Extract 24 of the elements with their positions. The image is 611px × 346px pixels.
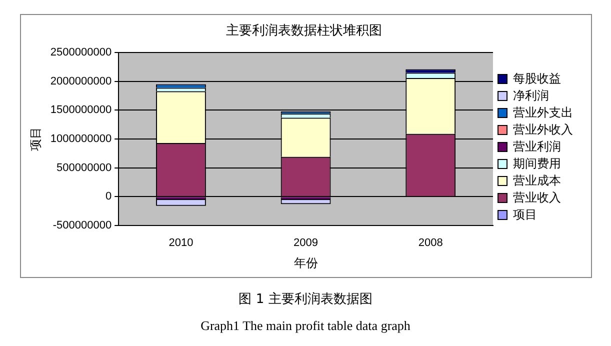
y-tick-label: 0 bbox=[105, 190, 112, 203]
legend-label: 营业外收入 bbox=[513, 122, 573, 136]
legend-label: 营业收入 bbox=[513, 190, 561, 204]
y-tick-label: 1500000000 bbox=[50, 104, 112, 116]
legend-label: 营业外支出 bbox=[513, 105, 573, 120]
y-tick-label: 2000000000 bbox=[50, 75, 112, 88]
x-axis-title: 年份 bbox=[294, 256, 318, 270]
legend-label: 营业利润 bbox=[513, 139, 561, 154]
y-tick-label: 1000000000 bbox=[50, 133, 112, 146]
caption: 图 1 主要利润表数据图 bbox=[238, 291, 374, 308]
y-tick-label: -500000000 bbox=[52, 219, 112, 232]
x-tick-label: 2008 bbox=[418, 237, 443, 250]
legend-label: 项目 bbox=[513, 207, 537, 222]
y-tick-label: 2500000000 bbox=[50, 46, 112, 59]
y-axis-title: 项目 bbox=[28, 127, 43, 151]
legend-label: 净利润 bbox=[513, 88, 549, 102]
x-tick-label: 2009 bbox=[294, 237, 318, 250]
legend-label: 期间费用 bbox=[513, 156, 561, 170]
y-tick-label: 500000000 bbox=[56, 162, 112, 174]
legend-label: 营业成本 bbox=[513, 173, 561, 188]
caption: Graph1 The main profit table data graph bbox=[200, 318, 412, 334]
chart-title: 主要利润表数据柱状堆积图 bbox=[226, 22, 382, 38]
x-tick-label: 2010 bbox=[168, 237, 194, 250]
legend-label: 每股收益 bbox=[513, 71, 561, 86]
